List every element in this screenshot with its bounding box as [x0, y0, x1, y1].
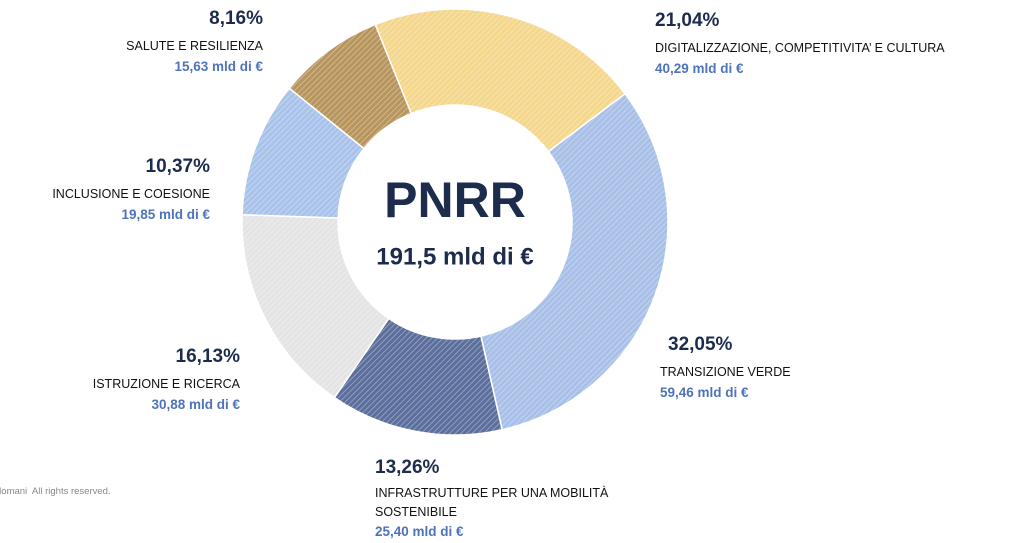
percent-label: 32,05% [668, 334, 733, 355]
category-label: ISTRUZIONE E RICERCA [92, 377, 240, 391]
footer: domani All rights reserved. [0, 486, 111, 497]
category-label: DIGITALIZZAZIONE, COMPETITIVITA’ E CULTU… [655, 41, 945, 55]
percent-label: 8,16% [209, 8, 263, 29]
percent-label: 10,37% [145, 156, 210, 177]
slice-label: 32,05% TRANSIZIONE VERDE 59,46 mld di € [660, 329, 791, 403]
slice-label: 21,04% DIGITALIZZAZIONE, COMPETITIVITA’ E… [655, 5, 945, 79]
category-label: INFRASTRUTTURE PER UNA MOBILITÀ SOSTENIB… [375, 486, 609, 519]
slice-label: 10,37% INCLUSIONE E COESIONE 19,85 mld di … [52, 151, 210, 225]
amount-label: 59,46 mld di € [660, 385, 749, 400]
slice-label: 13,26% INFRASTRUTTURE PER UNA MOBILITÀ SO… [375, 452, 615, 542]
amount-label: 30,88 mld di € [151, 397, 240, 412]
category-label: TRANSIZIONE VERDE [660, 365, 791, 379]
amount-label: 19,85 mld di € [121, 207, 210, 222]
center-subtitle: 191,5 mld di € [376, 243, 533, 270]
percent-label: 16,13% [175, 346, 240, 367]
amount-label: 25,40 mld di € [375, 524, 464, 539]
percent-label: 21,04% [655, 10, 720, 31]
slice [374, 8, 627, 153]
slice [479, 92, 669, 431]
category-label: INCLUSIONE E COESIONE [52, 187, 210, 201]
slice [288, 23, 413, 150]
category-label: SALUTE E RESILIENZA [126, 39, 263, 53]
amount-label: 15,63 mld di € [174, 59, 263, 74]
slice-label: 8,16% SALUTE E RESILIENZA 15,63 mld di € [126, 3, 263, 77]
amount-label: 40,29 mld di € [655, 61, 744, 76]
center-title: PNRR [384, 172, 526, 228]
slice-label: 16,13% ISTRUZIONE E RICERCA 30,88 mld di € [93, 341, 240, 415]
percent-label: 13,26% [375, 457, 440, 478]
